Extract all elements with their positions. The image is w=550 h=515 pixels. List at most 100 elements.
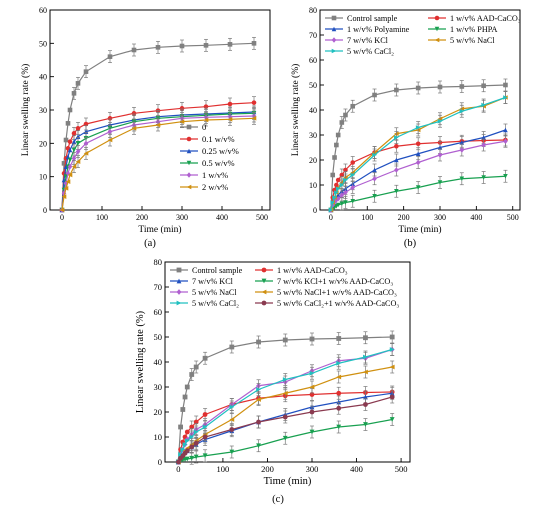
series-b-3 [328, 169, 508, 213]
data-point [63, 186, 69, 191]
data-point [256, 443, 261, 449]
data-point [282, 390, 288, 396]
legend-item: Control sample [325, 14, 398, 23]
data-point [61, 194, 67, 199]
data-point [83, 121, 89, 127]
y-tick-label: 20 [39, 139, 47, 148]
legend-marker [186, 124, 192, 130]
legend-item: Control sample [170, 266, 243, 275]
y-tick-label: 40 [39, 73, 47, 82]
legend-label: 1 w/v% [202, 170, 228, 180]
panel-label: (a) [144, 238, 156, 249]
data-point [202, 453, 208, 459]
data-point [179, 43, 185, 49]
data-point [336, 336, 342, 341]
legend-marker [176, 300, 182, 306]
data-point [437, 84, 443, 90]
data-point [193, 429, 199, 435]
data-point [350, 103, 356, 109]
series-c-0 [175, 330, 395, 465]
legend-label: 5 w/v% NaCl [450, 36, 495, 45]
data-point [394, 157, 399, 163]
data-point [309, 409, 315, 415]
legend-item: 5 w/v% CaCl₂ [325, 47, 394, 56]
data-point [193, 364, 199, 370]
data-point [107, 137, 113, 143]
legend-marker [186, 184, 192, 190]
legend-item: 0.5 w/v% [180, 158, 235, 168]
y-tick-label: 0 [158, 457, 162, 467]
data-point [67, 139, 73, 144]
y-tick-label: 70 [154, 282, 163, 292]
data-point [229, 427, 235, 432]
legend-marker [261, 267, 267, 273]
y-tick-label: 50 [154, 332, 163, 342]
data-point [343, 177, 348, 183]
data-point [65, 121, 71, 126]
data-point [182, 442, 188, 447]
panel-a: 0 100 200 300 400 500 0 10 20 30 40 50 60 Time (min) L… [20, 6, 271, 249]
series-b-4 [328, 134, 508, 213]
data-point [481, 102, 486, 108]
data-point [389, 394, 395, 400]
data-point [335, 132, 341, 138]
legend-label: 5 w/v% NaCl+1 w/v% AAD-CaCO₃ [277, 288, 397, 297]
data-point [256, 387, 261, 392]
legend-label: 1 w/v% AAD-CaCO₃ [277, 266, 348, 275]
data-point [394, 188, 399, 194]
data-point [67, 107, 73, 113]
data-point [363, 369, 368, 375]
data-point [179, 119, 185, 124]
legend-label: 1 w/v% PHPA [450, 25, 498, 34]
data-point [189, 444, 195, 450]
y-tick-label: 60 [309, 56, 317, 65]
data-point [481, 83, 486, 89]
data-point [332, 195, 337, 200]
legend-c: Control sample 7 w/v% KCl 5 w/v% NaCl 5 w/v… [170, 266, 399, 308]
data-point [65, 179, 71, 184]
data-point [131, 126, 137, 131]
data-point [178, 424, 183, 430]
data-point [75, 141, 81, 146]
data-point [415, 185, 421, 190]
data-point [256, 397, 261, 402]
x-tick-label: 200 [136, 213, 148, 222]
y-tick-label: 20 [154, 407, 163, 417]
x-tick-label: 500 [395, 464, 408, 474]
x-tick-label: 100 [217, 464, 230, 474]
x-tick-label: 300 [434, 213, 446, 222]
y-tick-label: 40 [154, 357, 163, 367]
data-point [184, 429, 190, 435]
legend-label: Control sample [192, 266, 243, 275]
data-point [256, 339, 261, 345]
data-point [182, 394, 188, 400]
data-point [336, 424, 342, 430]
data-point [256, 419, 261, 425]
legend-label: Control sample [347, 14, 398, 23]
data-point [83, 140, 89, 147]
data-point [75, 126, 81, 131]
data-point [251, 41, 257, 46]
data-point [71, 155, 77, 162]
y-tick-label: 50 [39, 39, 47, 48]
y-tick-label: 80 [309, 6, 317, 15]
legend-item: 0.1 w/v% [180, 134, 235, 144]
y-tick-label: 30 [154, 382, 163, 392]
data-point [189, 434, 195, 440]
data-point [481, 142, 486, 148]
legend-marker [331, 15, 337, 21]
data-point [437, 180, 443, 185]
data-point [415, 85, 421, 91]
y-tick-label: 60 [154, 307, 163, 317]
data-point [350, 184, 356, 191]
data-point [184, 448, 190, 454]
data-point [202, 424, 208, 430]
data-point [363, 422, 368, 427]
data-point [336, 390, 342, 396]
legend-label: 5 w/v% CaCl₂ [347, 47, 394, 56]
data-point [328, 207, 334, 213]
data-point [363, 335, 368, 341]
x-axis-label: Time (min) [264, 476, 312, 487]
data-point [309, 336, 315, 342]
legend-marker [176, 267, 182, 273]
